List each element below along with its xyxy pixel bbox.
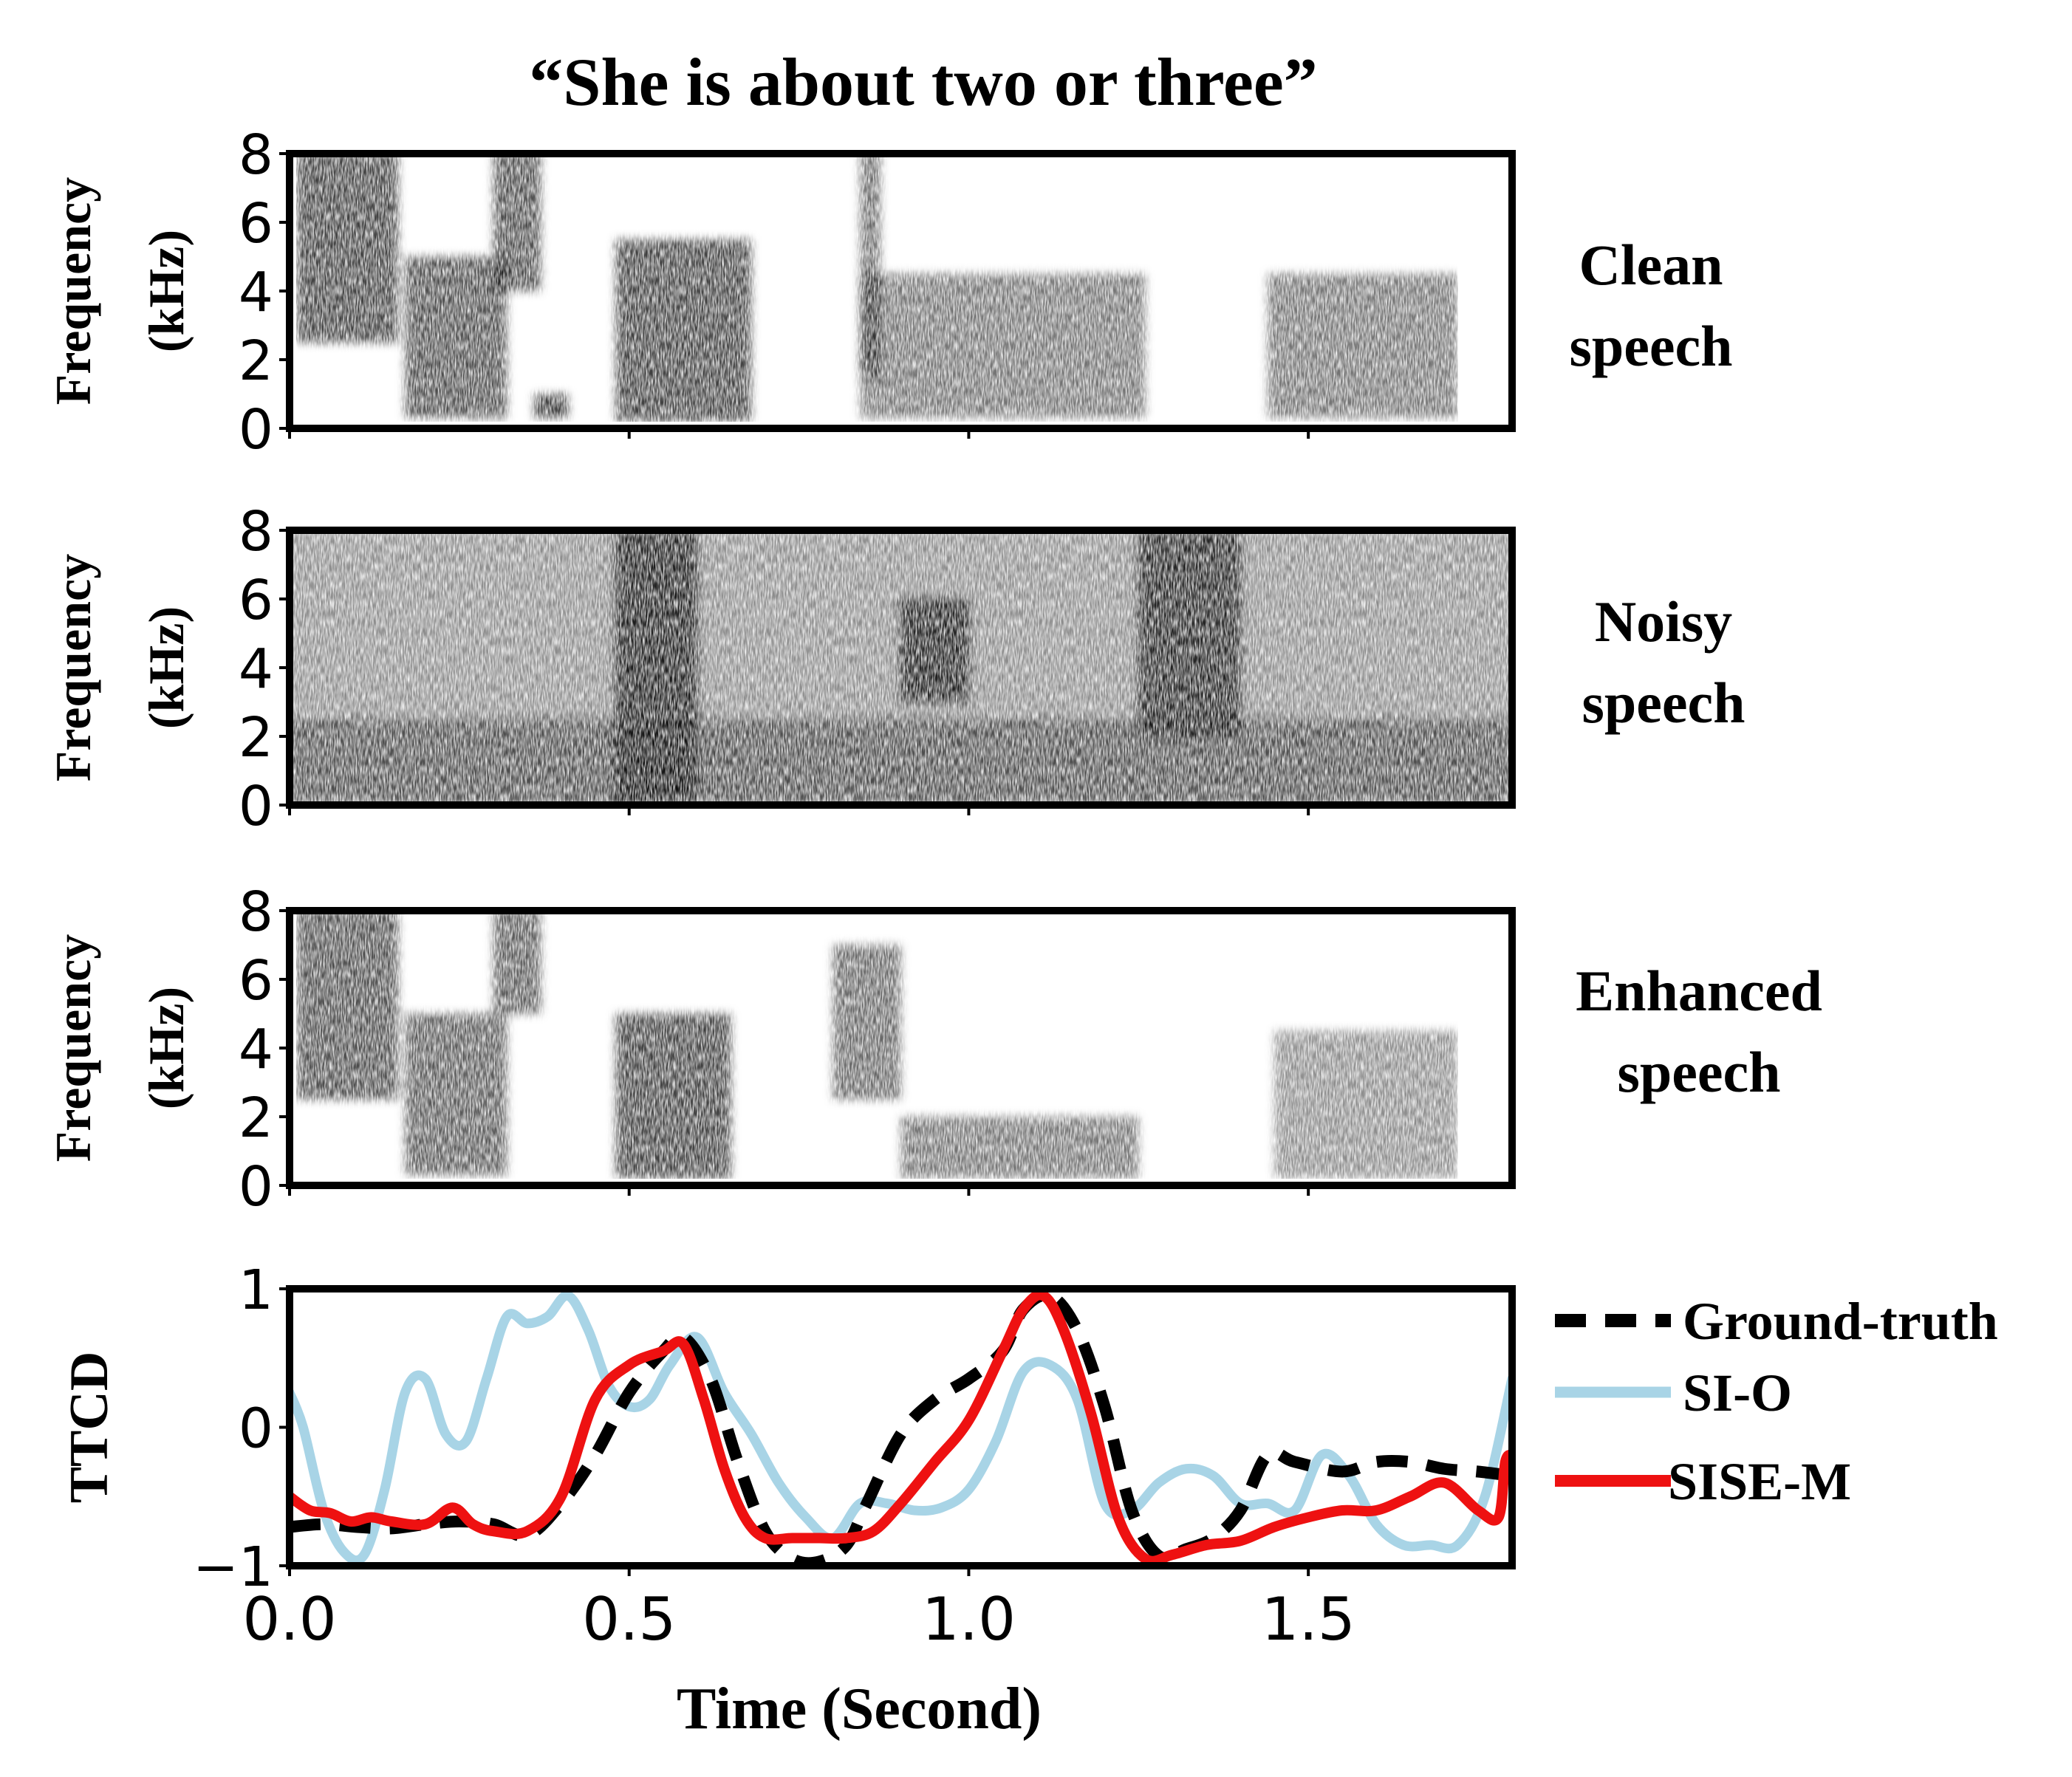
y-axis-label-unit: (kHz) [138,230,194,352]
y-tick-label: 6 [239,949,273,1013]
x-tick-label: 1.0 [922,1585,1016,1654]
x-tick-label: 1.5 [1262,1585,1355,1654]
legend-label: SI-O [1683,1363,1792,1422]
legend-label: Ground-truth [1683,1292,1998,1351]
x-tick-label: 0.5 [582,1585,676,1654]
spectrogram-energy-region [493,154,541,291]
y-tick-label: 8 [239,880,273,944]
y-tick-label: 8 [239,123,273,187]
y-tick-label: 0 [239,1397,273,1461]
figure-title: “She is about two or three” [529,44,1317,120]
spectrogram-energy-region [405,256,507,419]
y-tick-label: 6 [239,192,273,256]
spectrogram-energy-region [615,530,697,805]
y-tick-label: 4 [239,261,273,324]
spectrogram-energy-region [860,273,1146,419]
y-axis-label-frequency: Frequency [45,934,101,1163]
panel-label: Noisy [1595,589,1732,654]
panel-label: Clean [1579,233,1723,297]
spectrogram-energy-region [405,1013,507,1176]
spectrogram-energy-region [493,911,541,1014]
y-tick-label: 1 [239,1259,273,1322]
y-tick-label: 0 [239,775,273,838]
y-tick-label: 0 [239,398,273,462]
spectrogram-energy-region [296,911,399,1100]
spectrogram-energy-region [860,154,881,377]
legend: Ground-truth SI-O SISE-M [1555,1292,1998,1511]
ground-truth-line [290,1289,1512,1569]
spectrogram-energy-region [832,945,901,1100]
y-tick-label: 6 [239,569,273,632]
y-tick-label: 4 [239,1018,273,1081]
ttcd-panel: −1 0 1 0.0 0.5 1.0 1.5 TTCD Ground-truth SI-O SISE… [59,1259,1998,1654]
spectrogram-energy-region [1138,530,1241,736]
y-axis-label-ttcd: TTCD [59,1352,120,1504]
y-tick-label: 8 [239,500,273,564]
y-axis-label-frequency: Frequency [45,177,101,405]
y-tick-label: −1 [193,1535,273,1599]
y-axis-label-unit: (kHz) [138,987,194,1109]
spectrogram-energy-region [615,1013,731,1179]
panel-label: speech [1618,1040,1781,1104]
spectrogram-energy-region [1274,1030,1458,1179]
y-tick-label: 2 [239,1086,273,1150]
panel-label: Enhanced [1576,959,1822,1023]
spectrogram-energy-region [534,394,568,419]
y-tick-label: 2 [239,329,273,393]
spectrogram-energy-region [296,154,399,343]
y-tick-label: 4 [239,637,273,701]
legend-label: SISE-M [1668,1452,1851,1511]
panel-label: speech [1570,314,1733,378]
spectrogram-energy-region [900,1117,1139,1179]
y-tick-label: 2 [239,706,273,770]
x-axis-label: Time (Second) [677,1677,1042,1742]
sise-m-line [290,1290,1512,1567]
spectrogram-energy-region [615,239,752,422]
spectrogram-energy-region [290,719,1512,805]
y-tick-label: 0 [239,1155,273,1219]
y-axis-label-frequency: Frequency [45,554,101,782]
y-axis-label-unit: (kHz) [138,606,194,729]
panel-label: speech [1582,671,1746,735]
x-tick-label: 0.0 [242,1585,336,1654]
spectrogram-energy-region [1268,273,1458,419]
spectrogram-energy-region [900,599,969,702]
